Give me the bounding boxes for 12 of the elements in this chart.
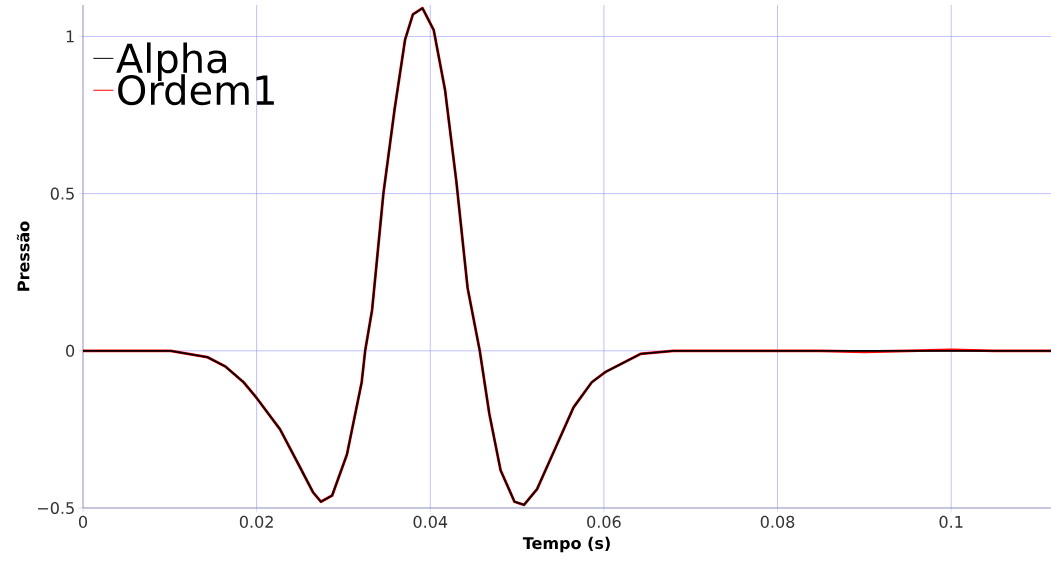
x-tick-label: 0.06 (587, 515, 621, 528)
x-tick-label: 0.04 (413, 515, 448, 528)
y-tick-label: 0 (66, 344, 75, 357)
x-axis-title: Tempo (s) (522, 536, 610, 553)
y-tick-label: 0.5 (50, 187, 74, 200)
y-tick-label: −0.5 (38, 501, 74, 515)
x-tick-label: 0.02 (239, 515, 273, 528)
y-axis-title: Pressão (16, 221, 30, 291)
x-tick-label: 0.1 (939, 515, 963, 528)
y-tick-label: 1 (66, 30, 74, 43)
x-tick-label: 0.08 (760, 515, 795, 528)
x-tick-label: 0 (78, 515, 88, 528)
